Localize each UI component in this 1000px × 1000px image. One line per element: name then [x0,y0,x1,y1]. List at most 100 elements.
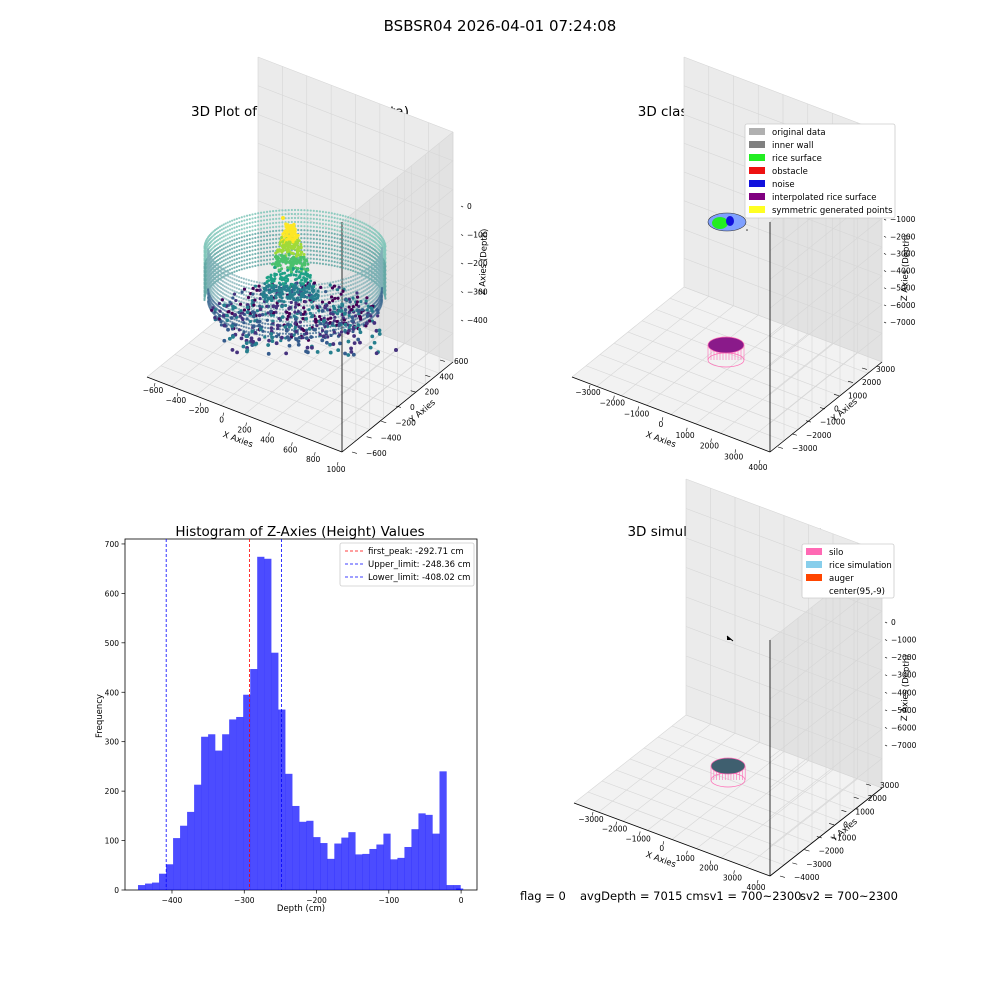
point [306,233,309,236]
point [282,300,286,304]
point [333,240,336,243]
point [225,290,228,293]
tick-label: 3000 [876,365,895,374]
point [294,329,298,333]
point [268,309,273,314]
point [279,338,283,343]
point [341,262,345,265]
point [303,221,306,224]
point [233,246,236,249]
raw-point-cloud [203,208,398,357]
point [235,283,238,286]
point [312,249,315,252]
point [354,234,357,237]
point [270,280,274,284]
point [351,326,356,331]
point [286,247,290,251]
point [249,339,254,343]
point [228,252,232,255]
point [324,231,328,234]
point [265,222,269,225]
point [217,226,220,229]
point [237,288,241,291]
point [235,295,238,298]
point [220,232,223,235]
point [361,241,364,244]
point [280,289,284,293]
point [339,221,342,225]
point [366,272,369,275]
tick-label: −2000 [819,847,845,856]
point [327,227,330,230]
point [218,229,222,232]
point [251,237,254,240]
point [275,213,278,216]
tick-label: 600 [454,357,469,366]
point [265,304,269,308]
tick-label: −6000 [890,301,916,310]
point [358,280,361,283]
point [281,209,284,212]
tick-mark [613,395,615,400]
point [311,324,315,327]
point [257,244,260,247]
point [254,236,257,239]
point [278,242,282,246]
point [295,259,299,263]
point [228,236,232,239]
point [315,230,318,233]
point [349,252,352,256]
point [285,289,289,293]
point [377,332,382,336]
point [297,275,301,279]
point [356,323,361,328]
point [231,267,234,270]
point [260,211,263,214]
point [358,224,362,227]
point [370,230,373,233]
point [233,242,236,245]
grid-line [685,714,883,789]
point [224,246,227,249]
point [331,299,335,303]
point [284,328,289,333]
point [287,306,292,311]
tick-mark [154,382,156,387]
point [225,274,228,277]
point [344,251,347,254]
point [270,335,275,340]
point [321,246,325,249]
point [314,283,318,286]
point [272,214,275,217]
point [226,249,229,252]
point [275,233,278,236]
point [283,245,287,249]
point [220,240,223,243]
point [241,344,246,349]
legend-swatch [749,206,765,213]
histogram-bar [215,750,223,890]
point [278,225,281,228]
point [318,246,322,249]
point [375,308,380,312]
point [358,256,362,259]
point [298,261,302,265]
legend-swatch [806,548,822,555]
point [257,224,260,227]
point [356,255,359,258]
point [370,312,373,315]
point [233,262,236,265]
histogram-bar [152,882,160,890]
point [260,259,263,262]
point [352,265,355,268]
point [272,234,275,237]
point [360,303,363,306]
point [233,312,238,317]
point [271,304,276,309]
grid-line [257,85,454,162]
point [368,257,372,260]
point [323,286,326,289]
point [302,324,306,327]
point [362,294,365,297]
point [337,327,340,331]
